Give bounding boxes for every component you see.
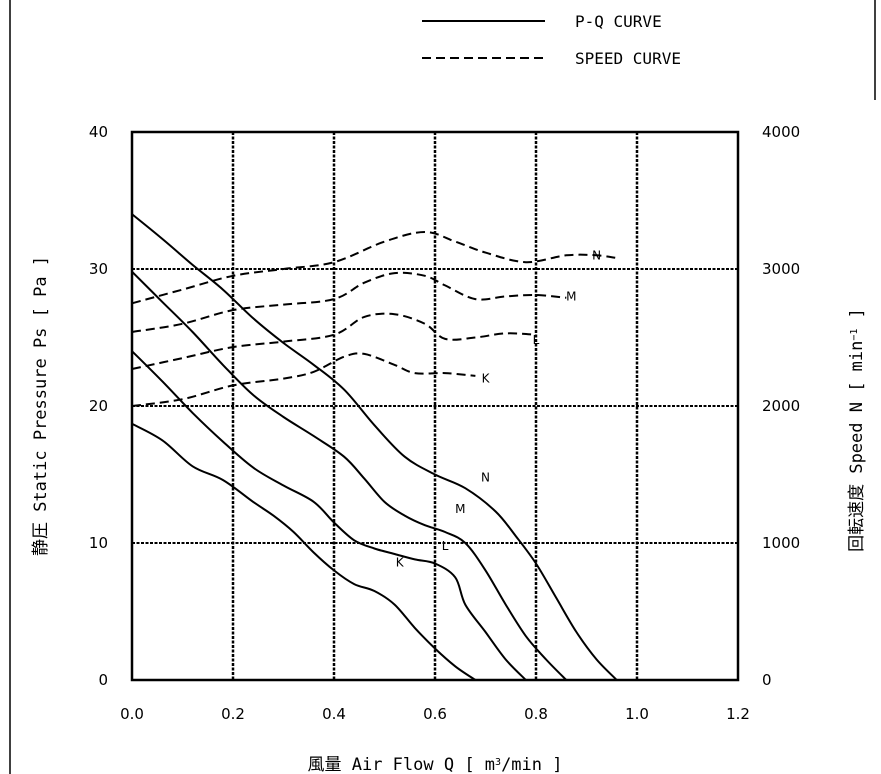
- speed-curve-label-k: K: [482, 372, 491, 386]
- pq-curve-l: [131, 350, 527, 681]
- y-tick-label-left: 20: [89, 397, 108, 415]
- legend-label-pq-curve: P-Q CURVE: [575, 12, 662, 31]
- pq-curve-m: [131, 270, 568, 681]
- speed-curve-label-n: N: [592, 248, 601, 262]
- y-tick-label-left: 0: [98, 671, 108, 689]
- speed-curve-label-l: L: [533, 333, 540, 347]
- y-tick-label-left: 30: [89, 260, 108, 278]
- y-tick-label-right: 0: [762, 671, 772, 689]
- x-tick-label: 1.2: [726, 705, 750, 723]
- x-tick-label: 0.0: [120, 705, 144, 723]
- speed-curve-k: [131, 352, 476, 407]
- curves: N M L K N M L K: [131, 213, 618, 681]
- x-tick-label: 0.8: [524, 705, 548, 723]
- y-tick-label-left: 40: [89, 123, 108, 141]
- speed-curve-l: [131, 312, 537, 370]
- y-axis-title-left: 静圧 Static Pressure Ps [ Pa ]: [31, 256, 51, 556]
- pq-curve-n: [131, 213, 618, 681]
- y-tick-label-right: 3000: [762, 260, 800, 278]
- pq-curve-label-n: N: [481, 470, 490, 484]
- legend-label-speed-curve: SPEED CURVE: [575, 49, 681, 68]
- pq-curve-label-l: L: [442, 539, 449, 553]
- y-tick-label-right: 4000: [762, 123, 800, 141]
- speed-curve-m: [131, 271, 567, 333]
- x-tick-label: 0.6: [423, 705, 447, 723]
- pq-curve-label-m: M: [455, 502, 465, 516]
- x-tick-label: 0.2: [221, 705, 245, 723]
- pq-curve-label-k: K: [396, 555, 405, 569]
- y-axis-title-right: 回転速度 Speed N [ min−1 ]: [847, 308, 867, 552]
- y-tick-label-right: 1000: [762, 534, 800, 552]
- grid: [132, 132, 738, 680]
- pq-curve-k: [131, 422, 476, 681]
- tick-labels: 0.0 0.2 0.4 0.6 0.8 1.0 1.2 0 10 20 30 40 0 1000 2000 3…: [89, 123, 800, 723]
- x-tick-label: 0.4: [322, 705, 346, 723]
- x-tick-label: 1.0: [625, 705, 649, 723]
- y-tick-label-left: 10: [89, 534, 108, 552]
- speed-curve-label-m: M: [566, 289, 576, 303]
- plot-frame: [130, 130, 740, 682]
- y-tick-label-right: 2000: [762, 397, 800, 415]
- x-axis-title: 風量 Air Flow Q [ m3/min ]: [308, 755, 563, 774]
- legend: P-Q CURVE SPEED CURVE: [422, 12, 681, 68]
- speed-curve-n: [131, 230, 617, 305]
